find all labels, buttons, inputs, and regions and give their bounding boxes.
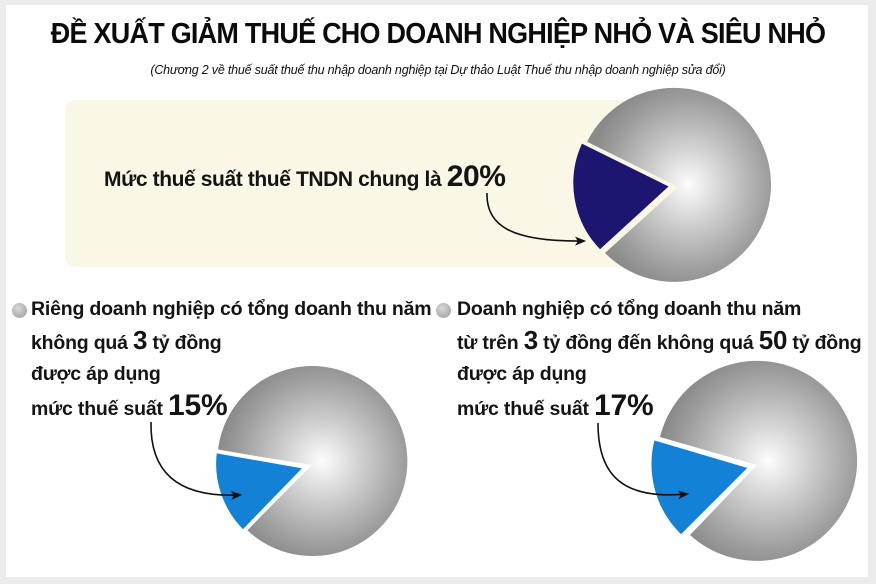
arrow-icon	[150, 421, 243, 500]
pie-general-20	[569, 87, 772, 282]
bullet-icon	[12, 303, 27, 318]
small-rate-value: 15%	[168, 389, 228, 422]
pie-medium-17	[647, 360, 858, 561]
pie-slice-20	[569, 138, 676, 255]
page-subtitle: (Chương 2 về thuế suất thuế thu nhập doa…	[150, 63, 726, 77]
arrow-icon	[597, 422, 690, 500]
medium-business-text: Doanh nghiệp có tổng doanh thu năm từ tr…	[457, 298, 862, 422]
general-rate-value: 20%	[446, 160, 506, 193]
small-business-text: Riêng doanh nghiệp có tổng doanh thu năm…	[31, 298, 432, 422]
pie-small-15	[212, 366, 408, 557]
arrow-icon	[486, 192, 587, 246]
general-rate-label: Mức thuế suất thuế TNDN chung là 20%	[104, 160, 506, 193]
bullet-icon	[436, 303, 451, 318]
page-title: ĐỀ XUẤT GIẢM THUẾ CHO DOANH NGHIỆP NHỎ V…	[50, 18, 826, 50]
medium-rate-value: 17%	[594, 389, 654, 422]
pie-slice-17	[647, 435, 755, 540]
